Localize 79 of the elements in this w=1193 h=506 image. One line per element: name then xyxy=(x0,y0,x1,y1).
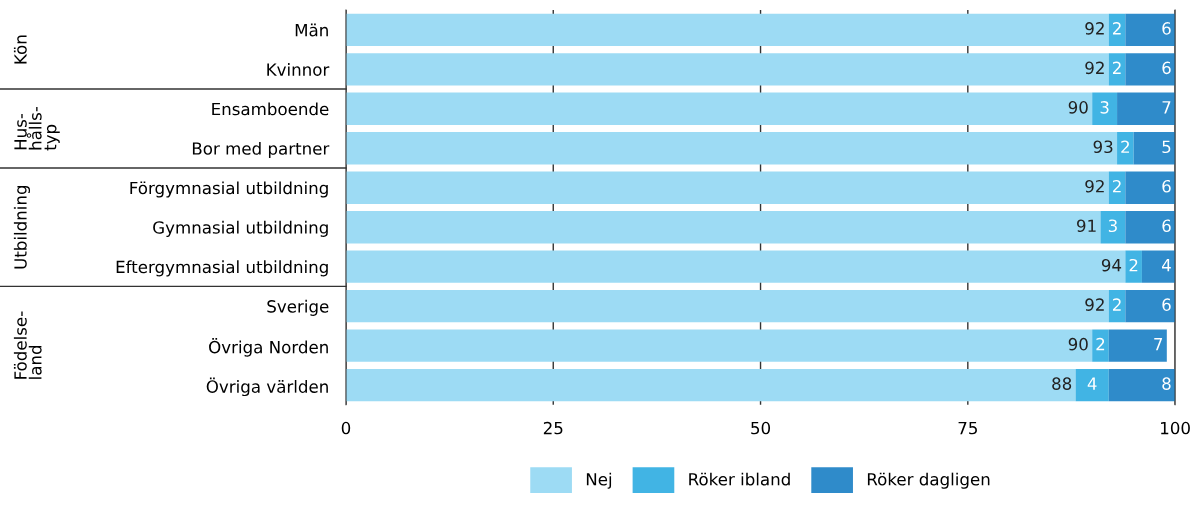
x-tick-label: 50 xyxy=(751,421,771,435)
bar xyxy=(1125,13,1176,47)
data-label: 2 xyxy=(1112,61,1121,74)
data-label: 6 xyxy=(1162,179,1171,193)
legend-label: Röker ibland xyxy=(689,472,790,486)
data-label: 88 xyxy=(1052,377,1072,390)
data-label: 6 xyxy=(1162,61,1171,75)
y-tick-label: Övriga Norden xyxy=(209,338,328,357)
data-label: 7 xyxy=(1162,101,1171,114)
y-tick-label: Män xyxy=(295,23,328,37)
data-label: 4 xyxy=(1087,377,1097,390)
text: Utbildning xyxy=(13,185,31,269)
bar xyxy=(1125,289,1176,323)
data-label: 91 xyxy=(1077,219,1096,233)
bar xyxy=(345,53,1109,86)
bar xyxy=(1108,329,1167,362)
bar xyxy=(1108,368,1176,402)
data-label: 90 xyxy=(1068,337,1088,351)
y-tick-label: Sverige xyxy=(267,299,329,316)
x-tick-label: 0 xyxy=(341,421,351,435)
bar xyxy=(1117,92,1176,125)
bar xyxy=(345,368,1076,402)
data-label: 7 xyxy=(1154,338,1163,351)
data-label: 8 xyxy=(1162,377,1171,390)
y-tick-label: Bor med partner xyxy=(192,141,330,159)
data-label: 2 xyxy=(1112,179,1121,193)
data-label: 92 xyxy=(1085,22,1104,35)
legend-label: Nej xyxy=(586,472,612,489)
data-label: 3 xyxy=(1100,101,1109,114)
bar xyxy=(345,171,1109,204)
bar xyxy=(1108,53,1126,86)
bar xyxy=(345,211,1101,244)
data-label: 93 xyxy=(1093,140,1113,154)
data-label: 4 xyxy=(1162,259,1171,272)
text: Hus- hålls- typ xyxy=(14,106,60,151)
bar xyxy=(1125,53,1176,86)
data-label: 6 xyxy=(1162,219,1171,233)
bar xyxy=(1092,92,1118,125)
bar xyxy=(1092,329,1109,362)
bar xyxy=(1100,211,1126,244)
bar xyxy=(345,132,1118,165)
bar xyxy=(1141,250,1176,283)
bar xyxy=(345,92,1093,125)
x-tick-label: 100 xyxy=(1161,421,1190,435)
legend-label: Röker dagligen xyxy=(867,472,990,489)
bar xyxy=(345,250,1126,283)
x-tick-label: 75 xyxy=(958,421,977,435)
bar xyxy=(345,329,1093,362)
data-label: 2 xyxy=(1112,22,1121,35)
text: Kön xyxy=(13,35,27,64)
data-label: 94 xyxy=(1101,258,1122,272)
y-tick-label: Eftergymnasial utbildning xyxy=(116,260,328,277)
y-tick-label: Ensamboende xyxy=(212,102,329,116)
bar xyxy=(1125,171,1176,204)
bar xyxy=(345,13,1109,47)
bar xyxy=(1125,250,1142,283)
data-label: 90 xyxy=(1068,101,1088,114)
bar xyxy=(1117,132,1134,165)
data-label: 2 xyxy=(1121,140,1129,153)
data-label: 3 xyxy=(1108,219,1117,233)
text: Födelse- land xyxy=(13,311,42,379)
data-label: 2 xyxy=(1112,298,1121,311)
data-label: 6 xyxy=(1162,298,1171,311)
data-label: 2 xyxy=(1096,337,1105,351)
data-label: 92 xyxy=(1085,298,1104,311)
bar xyxy=(1133,132,1176,165)
data-label: 92 xyxy=(1085,61,1104,75)
bar xyxy=(1125,211,1176,244)
x-tick-label: 25 xyxy=(543,421,563,435)
y-tick-label: Övriga världen xyxy=(206,377,328,397)
data-label: 6 xyxy=(1162,22,1171,35)
y-tick-label: Kvinnor xyxy=(267,62,330,76)
data-label: 92 xyxy=(1085,179,1104,193)
data-label: 5 xyxy=(1162,140,1171,154)
bar xyxy=(1075,368,1109,402)
y-tick-label: Gymnasial utbildning xyxy=(153,220,328,237)
data-label: 2 xyxy=(1129,258,1138,272)
y-tick-label: Förgymnasial utbildning xyxy=(130,181,328,198)
bar xyxy=(345,289,1109,323)
